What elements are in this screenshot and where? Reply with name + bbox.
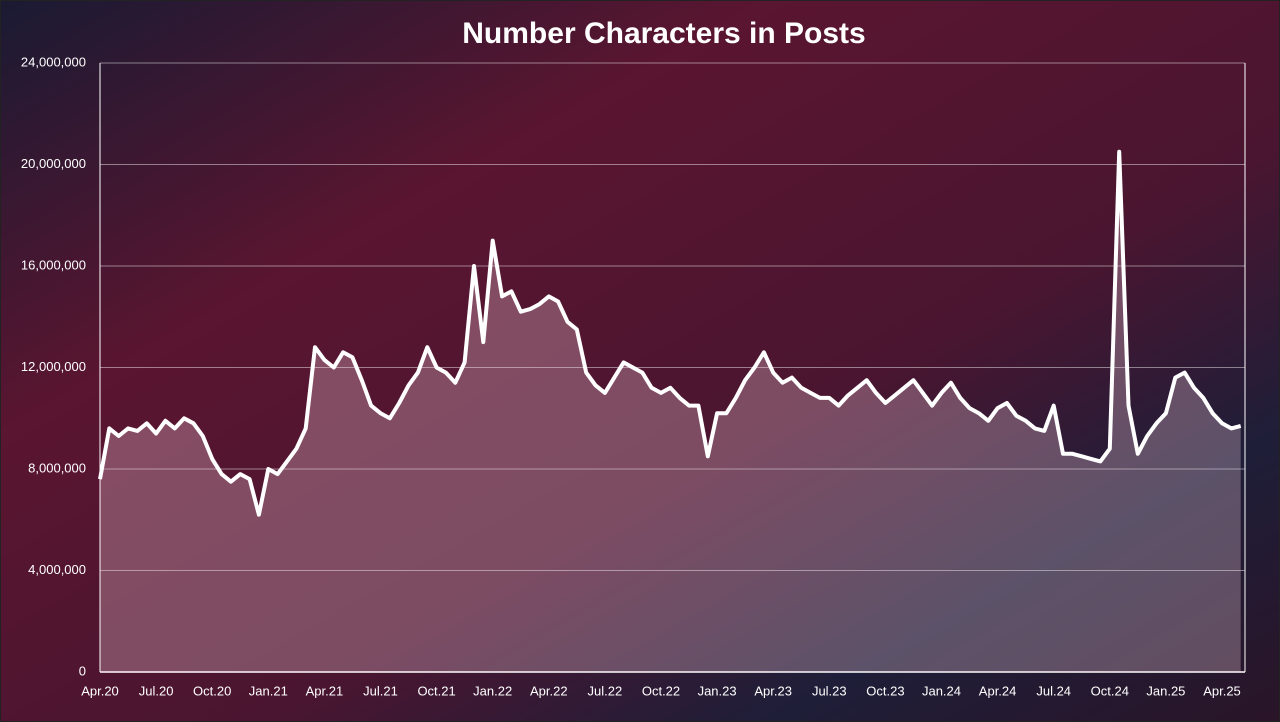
y-tick-label: 8,000,000: [28, 460, 86, 475]
x-tick-label: Apr.23: [754, 683, 792, 698]
y-tick-label: 0: [79, 663, 86, 678]
grid: [99, 62, 1246, 673]
x-tick-label: Jul.20: [139, 683, 174, 698]
x-tick-label: Apr.21: [306, 683, 344, 698]
x-tick-label: Jul.24: [1036, 683, 1071, 698]
x-tick-label: Jan.22: [473, 683, 512, 698]
x-tick-label: Jul.22: [588, 683, 623, 698]
x-tick-label: Jul.21: [363, 683, 398, 698]
area: [100, 151, 1241, 673]
x-tick-label: Oct.22: [642, 683, 680, 698]
y-tick-label: 20,000,000: [21, 156, 86, 171]
y-tick-label: 12,000,000: [21, 359, 86, 374]
x-tick-label: Oct.20: [193, 683, 231, 698]
x-tick-label: Jan.21: [249, 683, 288, 698]
x-tick-label: Apr.25: [1203, 683, 1241, 698]
x-tick-label: Apr.20: [81, 683, 119, 698]
x-tick-label: Jan.25: [1146, 683, 1185, 698]
x-tick-label: Apr.22: [530, 683, 568, 698]
x-tick-label: Oct.21: [417, 683, 455, 698]
plot: [98, 149, 1242, 673]
x-tick-label: Apr.24: [979, 683, 1017, 698]
line: [98, 149, 1242, 517]
labels: 0 4,000,000 8,000,000 12,000,000 16,000,000 2…: [21, 54, 1241, 698]
y-tick-label: 24,000,000: [21, 54, 86, 69]
x-tick-label: Oct.24: [1091, 683, 1129, 698]
x-tick-label: Jul.23: [812, 683, 847, 698]
x-tick-label: Jan.23: [698, 683, 737, 698]
x-tick-label: Jan.24: [922, 683, 961, 698]
chart-title: Number Characters in Posts: [462, 17, 865, 50]
y-tick-label: 4,000,000: [28, 562, 86, 577]
x-tick-label: Oct.23: [866, 683, 904, 698]
y-tick-label: 16,000,000: [21, 257, 86, 272]
